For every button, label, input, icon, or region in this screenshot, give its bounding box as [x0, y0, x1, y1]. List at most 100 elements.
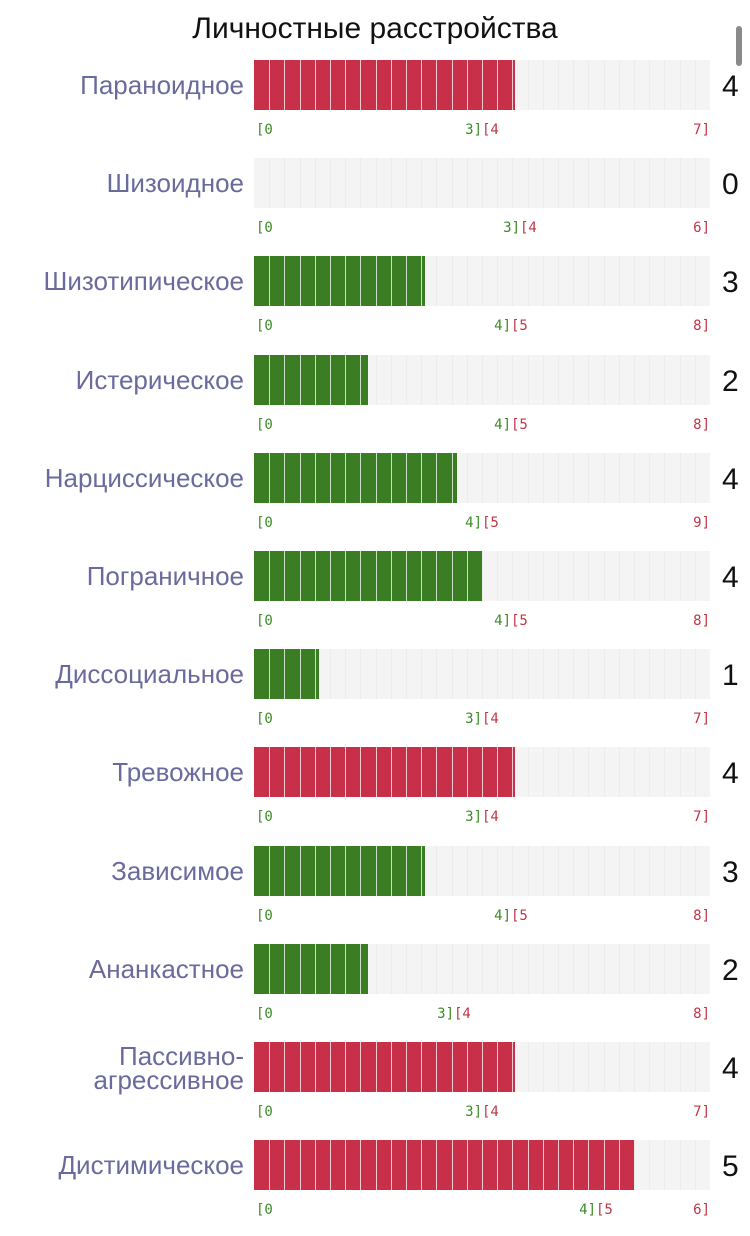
scrollbar[interactable]: [736, 26, 742, 66]
track-gridline: [573, 649, 574, 699]
track-gridline: [695, 256, 696, 306]
axis-tick-label: [4: [482, 122, 499, 138]
axis-tick-label: 7]: [693, 122, 710, 138]
track-gridline: [269, 158, 270, 208]
track-gridline: [528, 551, 529, 601]
track-gridline: [664, 60, 665, 110]
bar-fill-segment-line: [315, 453, 316, 503]
bar-fill-segment-line: [436, 551, 437, 601]
track-gridline: [634, 747, 635, 797]
bar-fill: [254, 453, 457, 503]
track-gridline: [512, 453, 513, 503]
axis-tick-label: [5: [511, 908, 528, 924]
bar-fill-segment-line: [482, 1042, 483, 1092]
axis-tick-label: 7]: [693, 1104, 710, 1120]
row-label: Шизотипическое: [43, 266, 245, 296]
bar-fill-segment-line: [497, 1140, 498, 1190]
row-count: 0: [722, 168, 739, 201]
bar-fill-segment-line: [421, 1140, 422, 1190]
bar-fill-segment-line: [588, 1140, 589, 1190]
bar-fill-segment-line: [315, 944, 316, 994]
bar-fill-segment-line: [406, 846, 407, 896]
track-gridline: [558, 158, 559, 208]
track-gridline: [512, 256, 513, 306]
track-gridline: [695, 1042, 696, 1092]
track-gridline: [588, 649, 589, 699]
bar-fill-segment-line: [360, 60, 361, 110]
track-gridline: [680, 453, 681, 503]
bar-fill-segment-line: [360, 453, 361, 503]
bar-fill-segment-line: [345, 551, 346, 601]
bar-fill-segment-line: [330, 846, 331, 896]
bar-fill-segment-line: [315, 747, 316, 797]
bar-fill-segment-line: [269, 355, 270, 405]
bar-fill-segment-line: [330, 551, 331, 601]
row-count: 4: [722, 70, 739, 103]
bar-fill-segment-line: [360, 747, 361, 797]
bar-fill-segment-line: [315, 256, 316, 306]
bar-fill-segment-line: [300, 1140, 301, 1190]
bar-fill-segment-line: [376, 60, 377, 110]
bar-fill-segment-line: [269, 256, 270, 306]
track-gridline: [695, 355, 696, 405]
bar-fill-segment-line: [300, 355, 301, 405]
bar-fill-segment-line: [315, 846, 316, 896]
track-gridline: [619, 747, 620, 797]
bar-fill-segment-line: [284, 453, 285, 503]
track-gridline: [558, 355, 559, 405]
track-gridline: [467, 944, 468, 994]
bar-fill-segment-line: [360, 355, 361, 405]
track-gridline: [680, 846, 681, 896]
track-gridline: [467, 846, 468, 896]
track-gridline: [649, 649, 650, 699]
chart-row: Нарциссическое 4 [0 4] [5 9]: [0, 453, 750, 533]
row-label: Параноидное: [80, 70, 244, 100]
track-gridline: [619, 944, 620, 994]
chart-row: Ананкастное 2 [0 3] [4 8]: [0, 944, 750, 1024]
axis-tick-label: [0: [256, 122, 273, 138]
track-gridline: [452, 158, 453, 208]
axis-tick-label: 4]: [494, 908, 511, 924]
track-gridline: [528, 747, 529, 797]
track-gridline: [649, 453, 650, 503]
track-gridline: [680, 158, 681, 208]
track-gridline: [482, 846, 483, 896]
bar-fill-segment-line: [345, 1042, 346, 1092]
track-gridline: [315, 158, 316, 208]
track-gridline: [497, 453, 498, 503]
track-gridline: [695, 551, 696, 601]
bar-fill: [254, 256, 425, 306]
track-gridline: [634, 846, 635, 896]
track-gridline: [634, 60, 635, 110]
bar-fill-segment-line: [330, 256, 331, 306]
axis-tick-label: [0: [256, 318, 273, 334]
track-gridline: [634, 1140, 635, 1190]
bar-fill-segment-line: [300, 747, 301, 797]
track-gridline: [452, 256, 453, 306]
bar-fill-segment-line: [421, 453, 422, 503]
track-gridline: [649, 551, 650, 601]
track-gridline: [664, 649, 665, 699]
track-gridline: [497, 649, 498, 699]
bar-track: [254, 1140, 710, 1190]
track-gridline: [436, 944, 437, 994]
track-gridline: [543, 747, 544, 797]
track-gridline: [467, 355, 468, 405]
track-gridline: [573, 551, 574, 601]
track-gridline: [588, 355, 589, 405]
track-gridline: [558, 551, 559, 601]
bar-fill-segment-line: [558, 1140, 559, 1190]
row-count: 4: [722, 1052, 739, 1085]
bar-fill-segment-line: [330, 453, 331, 503]
bar-fill-segment-line: [315, 60, 316, 110]
track-gridline: [619, 355, 620, 405]
axis-tick-label: [4: [482, 809, 499, 825]
bar-fill-segment-line: [376, 256, 377, 306]
track-gridline: [680, 944, 681, 994]
bar-fill-segment-line: [284, 944, 285, 994]
axis-tick-label: [0: [256, 711, 273, 727]
track-gridline: [588, 551, 589, 601]
track-gridline: [467, 453, 468, 503]
track-gridline: [664, 747, 665, 797]
axis-tick-label: 4]: [494, 417, 511, 433]
